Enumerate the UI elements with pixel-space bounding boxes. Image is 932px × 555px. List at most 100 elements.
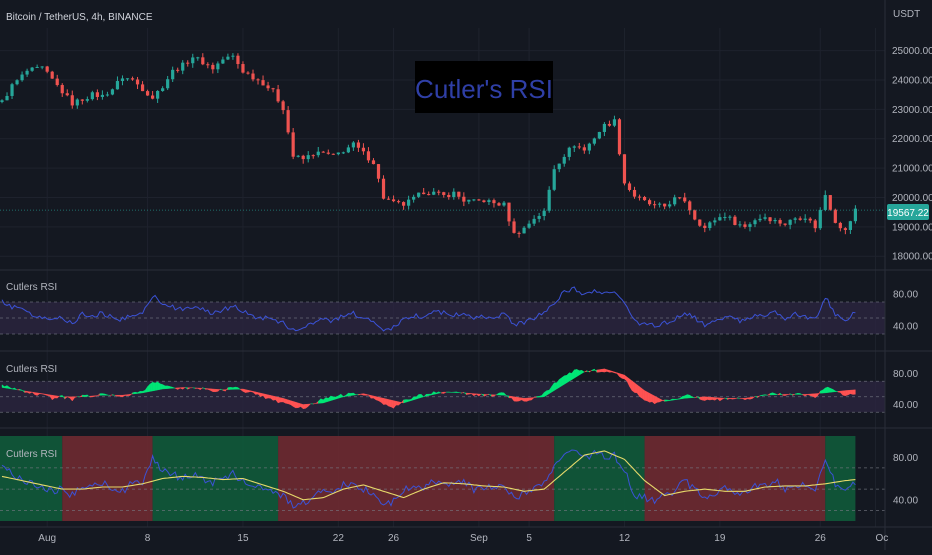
candle: [266, 82, 269, 91]
candle: [76, 98, 79, 109]
candle-body: [216, 63, 219, 69]
rsi2-fill-down: [384, 398, 387, 404]
overlay-label: Cutler's RSI: [415, 74, 553, 104]
candle: [804, 214, 807, 222]
candle-body: [497, 203, 500, 205]
candle: [427, 191, 430, 195]
candle-body: [161, 88, 164, 91]
rsi2-fill-up: [667, 400, 670, 401]
candle-body: [462, 197, 465, 202]
rsi2-fill-up: [331, 396, 334, 401]
rsi-tick-label: 40.00: [893, 495, 918, 506]
candle: [337, 152, 340, 155]
candle: [824, 190, 827, 211]
x-tick-label: 26: [815, 533, 827, 544]
rsi2-fill-up: [228, 387, 231, 389]
candle: [548, 186, 551, 213]
candle: [412, 195, 415, 203]
candle-body: [20, 75, 23, 81]
candle: [648, 199, 651, 206]
rsi2-fill-up: [665, 400, 668, 402]
candle: [10, 83, 13, 99]
rsi2-fill-down: [619, 374, 622, 379]
candle-body: [512, 221, 515, 232]
rsi2-fill-up: [102, 394, 105, 396]
candle-body: [36, 67, 39, 68]
regime-down: [645, 436, 826, 521]
candle: [41, 66, 44, 69]
candle-body: [598, 132, 601, 138]
candle-body: [693, 210, 696, 219]
candle: [36, 65, 39, 68]
candle-body: [292, 132, 295, 156]
candle: [56, 75, 59, 87]
rsi2-fill-down: [55, 396, 58, 398]
candle-body: [307, 155, 310, 159]
candle-body: [126, 78, 129, 79]
candle-body: [156, 91, 159, 99]
candle: [206, 62, 209, 68]
candle: [829, 195, 832, 211]
candle: [608, 121, 611, 127]
candle: [673, 195, 676, 207]
candle-body: [261, 80, 264, 85]
rsi2-fill-down: [655, 396, 658, 404]
candle: [663, 203, 666, 209]
x-tick-label: 19: [714, 533, 726, 544]
rsi2-fill-down: [599, 369, 602, 372]
candle-body: [849, 221, 852, 230]
candle-body: [5, 96, 8, 100]
rsi2-fill-down: [712, 397, 715, 400]
rsi2-fill-down: [389, 399, 392, 406]
candle: [668, 201, 671, 209]
candle: [603, 122, 606, 136]
candle-body: [146, 91, 149, 95]
candle: [849, 221, 852, 234]
rsi2-fill-up: [577, 369, 580, 376]
rsi2-fill-down: [700, 397, 703, 400]
candle: [593, 138, 596, 146]
candle: [271, 88, 274, 92]
rsi2-fill-up: [233, 387, 236, 389]
candle-body: [342, 152, 345, 153]
candle-body: [738, 224, 741, 225]
candle-body: [528, 224, 531, 228]
candle-body: [683, 197, 686, 201]
candle: [382, 175, 385, 199]
rsi2-fill-down: [391, 400, 394, 408]
candle-body: [337, 153, 340, 155]
price-tick-label: 19000.00: [892, 222, 932, 233]
candle-body: [241, 64, 244, 73]
candle-body: [768, 217, 771, 221]
candle: [377, 164, 380, 182]
candle-body: [266, 85, 269, 88]
candle-body: [56, 79, 59, 85]
candle: [347, 145, 350, 153]
candle: [533, 215, 536, 226]
candle: [628, 182, 631, 192]
candle-body: [0, 100, 3, 102]
candle-body: [703, 226, 706, 228]
candle: [26, 69, 29, 77]
rsi2-fill-down: [288, 400, 291, 405]
symbol-title: Bitcoin / TetherUS, 4h, BINANCE: [6, 12, 153, 23]
candle: [693, 210, 696, 221]
candle: [96, 89, 99, 100]
candle-body: [603, 124, 606, 132]
rsi2-fill-down: [371, 395, 374, 398]
candle-body: [427, 194, 430, 195]
rsi2-fill-up: [592, 369, 595, 371]
rsi-tick-label: 80.00: [893, 290, 918, 301]
candle-body: [643, 197, 646, 200]
rsi2-fill-up: [155, 382, 158, 391]
candle-body: [779, 220, 782, 224]
candle-body: [543, 211, 546, 216]
candle-body: [191, 57, 194, 63]
rsi2-fill-down: [514, 397, 517, 402]
rsi2-fill-down: [303, 404, 306, 408]
candle-body: [66, 93, 69, 95]
candle-body: [231, 56, 234, 57]
candle-body: [206, 64, 209, 65]
